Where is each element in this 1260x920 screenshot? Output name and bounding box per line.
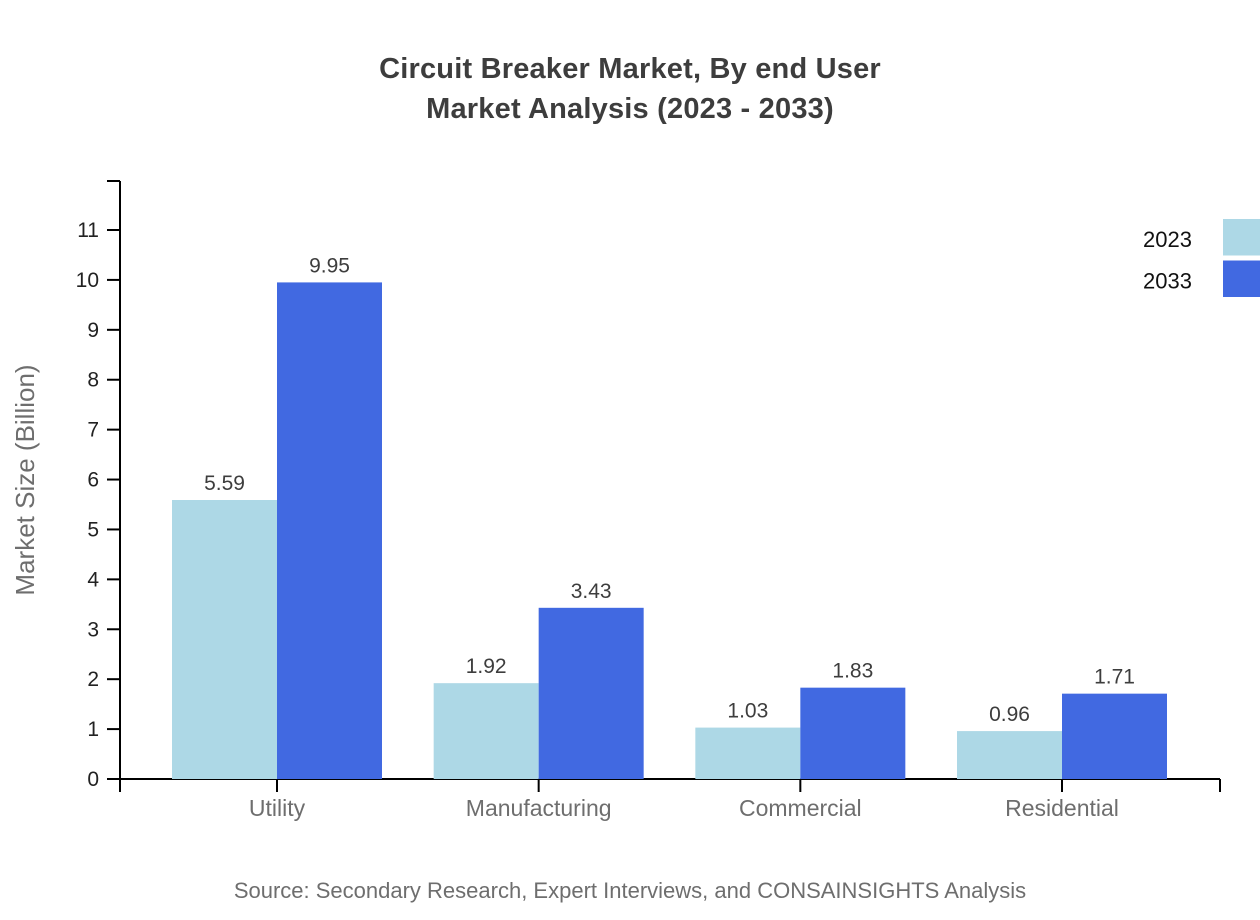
value-label-2033-commercial: 1.83 [832,660,873,683]
bar-2023-residential [957,731,1062,779]
bar-2023-manufacturing [433,683,539,779]
bar-2023-utility [172,500,277,779]
y-tick-label-11: 11 [77,219,99,242]
y-tick-label-4: 4 [87,568,99,591]
y-tick-label-8: 8 [87,369,99,392]
value-label-2033-manufacturing: 3.43 [571,580,612,603]
value-label-2023-commercial: 1.03 [727,700,768,723]
y-axis-title: Market Size (Billion) [10,364,40,595]
y-tick-label-0: 0 [87,768,99,791]
legend-label-2023: 2023 [1143,227,1192,252]
value-label-2033-residential: 1.71 [1094,666,1135,689]
value-label-2023-utility: 5.59 [204,472,245,495]
y-tick-label-2: 2 [87,668,99,691]
value-label-2023-manufacturing: 1.92 [466,655,507,678]
legend-swatch-2023 [1223,219,1260,256]
bar-2033-utility [277,282,382,779]
y-tick-label-10: 10 [76,269,99,292]
y-tick-label-5: 5 [87,518,99,541]
bar-2033-commercial [800,687,906,779]
bar-2023-commercial [695,727,801,779]
y-tick-label-9: 9 [87,319,99,342]
y-tick-label-7: 7 [87,419,99,442]
category-label-residential: Residential [1005,795,1119,821]
chart-title: Circuit Breaker Market, By end User Mark… [0,49,1260,129]
value-label-2033-utility: 9.95 [309,254,350,277]
category-label-utility: Utility [249,795,306,821]
chart-title-line2: Market Analysis (2023 - 2033) [426,93,834,125]
y-tick-label-3: 3 [87,618,99,641]
legend-swatch-2033 [1223,260,1260,297]
bar-2033-residential [1062,693,1167,779]
legend-label-2033: 2033 [1143,269,1192,294]
source-attribution: Source: Secondary Research, Expert Inter… [233,878,1027,903]
bar-2033-manufacturing [538,607,644,779]
chart-title-line1: Circuit Breaker Market, By end User [379,53,881,85]
category-label-commercial: Commercial [739,795,862,821]
value-label-2023-residential: 0.96 [989,703,1030,726]
y-tick-label-6: 6 [87,469,99,492]
y-tick-label-1: 1 [87,718,99,741]
category-label-manufacturing: Manufacturing [466,795,612,821]
